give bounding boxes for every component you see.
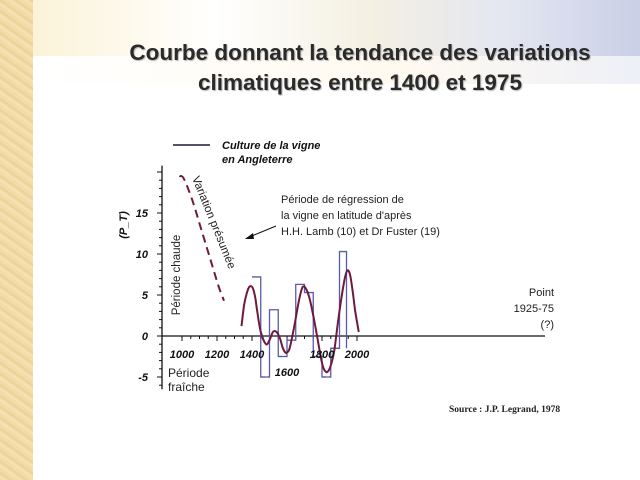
source-caption: Source : J.P. Legrand, 1978	[449, 405, 561, 415]
y-tick-label: 5	[142, 290, 149, 302]
cold-period-label-line1: Période	[168, 366, 210, 380]
y-tick-label: 0	[142, 331, 149, 343]
slide-title-line-2: climatiques entre 1400 et 1975	[198, 70, 522, 95]
point-annotation-line: (?)	[541, 319, 554, 331]
warm-period-label: Période chaude	[171, 235, 183, 316]
y-tick-label: 10	[136, 249, 149, 261]
y-tick-label: 15	[136, 208, 149, 220]
cold-period-label-line2: fraîche	[168, 380, 205, 394]
x-tick-label: 1400	[240, 349, 265, 361]
decorative-sidebar	[0, 0, 33, 480]
decorative-banner-strip	[33, 56, 640, 84]
slide-title-line-1: Courbe donnant la tendance des variation…	[129, 40, 591, 65]
legend-label-line1: Culture de la vigne	[222, 140, 320, 152]
y-axis-label: (P_T)	[118, 211, 130, 239]
point-annotation-line: 1925-75	[514, 303, 554, 315]
slide-title: Courbe donnant la tendance des variation…	[60, 38, 640, 98]
x-tick-label: 1200	[205, 349, 230, 361]
x-tick-label: 1600	[275, 367, 300, 379]
x-tick-label: 1800	[310, 349, 335, 361]
regression-annotation-line: la vigne en latitude d'après	[281, 210, 412, 222]
decorative-banner	[33, 0, 640, 56]
annotation-arrowhead	[245, 233, 254, 239]
point-annotation-line: Point	[529, 287, 554, 299]
temperature-trend-curve	[240, 269, 360, 374]
presumed-variation-curve	[178, 174, 225, 302]
regression-annotation-line: H.H. Lamb (10) et Dr Fuster (19)	[281, 226, 440, 238]
x-tick-label: 1000	[170, 349, 195, 361]
y-tick-label: -5	[138, 372, 149, 384]
legend-label-line2: en Angleterre	[222, 154, 293, 166]
x-tick-label: 2000	[344, 349, 370, 361]
regression-annotation-line: Période de régression de	[281, 194, 404, 206]
presumed-variation-annotation: Variation présumée	[189, 175, 237, 271]
